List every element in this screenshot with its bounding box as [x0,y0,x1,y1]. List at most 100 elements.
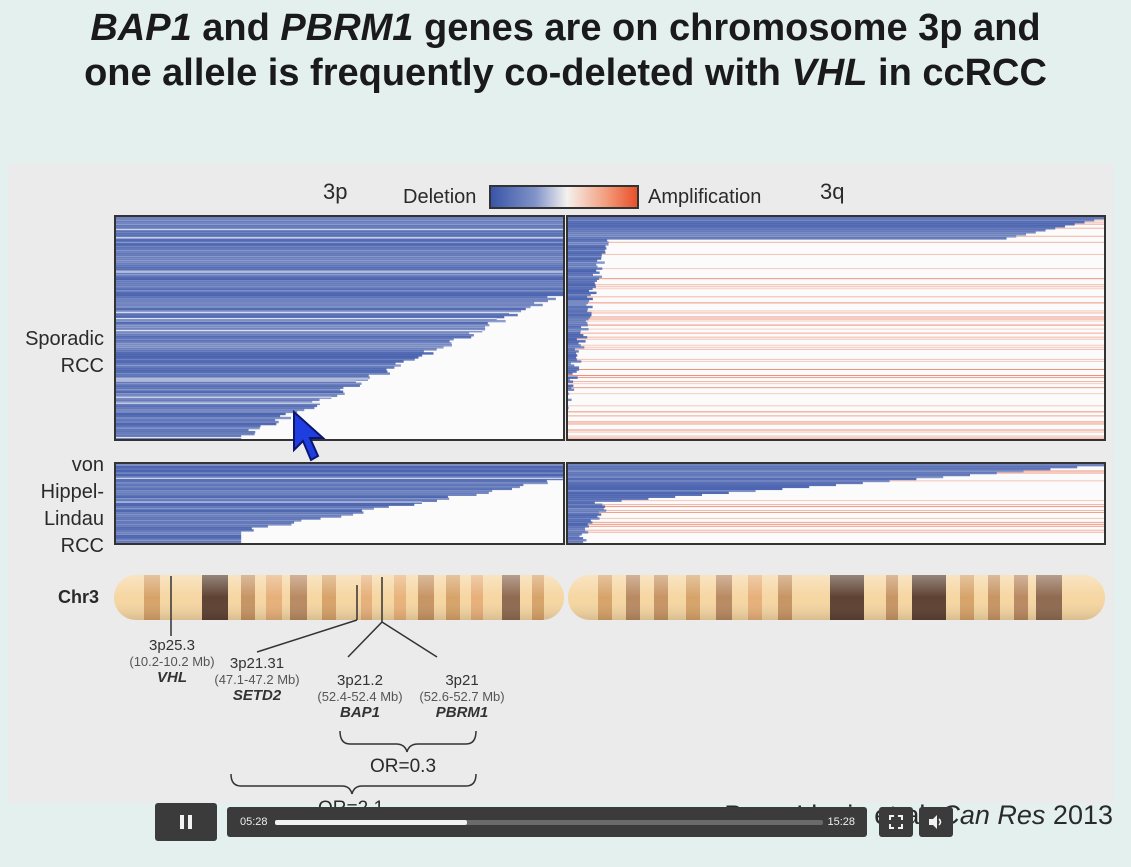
heatmap-cell [116,348,437,351]
heatmap-cell [568,423,1104,425]
gene-band: 3p21 [445,672,479,689]
heatmap-cell [568,223,1075,226]
gene-band: 3p25.3 [149,637,195,654]
heatmap-cell [568,251,606,254]
heatmap-cell [116,265,563,268]
heatmap-cell [116,303,543,307]
progress-track[interactable] [275,820,823,825]
heatmap-cell [116,525,268,528]
heatmap-cell [590,316,1104,318]
heatmap-cell [599,517,1104,519]
heatmap-cell [116,497,450,500]
heatmap-cell [568,243,609,246]
heatmap-cell [116,279,563,282]
heatmap-cell [116,499,437,502]
heatmap-cell [568,229,1046,232]
heatmap-cell [568,475,944,479]
heatmap-cell [116,521,295,524]
heatmap-cell [605,506,1104,508]
heatmap-cell [568,388,575,391]
heatmap-cell [568,315,591,319]
heatmap-cell [568,257,602,260]
heatmap-cell [568,247,607,250]
title-text: one allele is frequently co-deleted with [84,52,792,94]
heatmap-cell [889,480,1104,482]
heatmap-cell [116,412,286,416]
heatmap-cell [568,313,592,317]
heatmap-cell [568,398,572,402]
heatmap-cell [568,360,582,363]
video-player-controls: 05:28 15:28 [155,803,953,841]
heatmap-cell [116,243,563,246]
play-pause-button[interactable] [155,803,217,841]
heatmap-cell [116,402,320,404]
heatmap-cell [116,325,485,329]
heatmap-cell [568,299,590,303]
heatmap-cell [116,380,356,383]
heatmap-cell [568,233,1027,236]
volume-button[interactable] [919,807,953,837]
row-label-line: Hippel- [40,481,104,503]
heatmap-cell [116,231,563,234]
heatmap-cell [568,415,1104,417]
heatmap-cell [116,483,524,487]
heatmap-cell [116,487,512,491]
heatmap-cell [116,340,450,343]
heatmap-cell [116,311,509,313]
heatmap-cell [1074,223,1104,225]
heatmap-cell [116,305,531,309]
heatmap-cell [116,464,563,467]
heatmap-cell [116,229,563,232]
heatmap-cell [116,366,395,369]
heatmap-cell [116,328,486,331]
heatmap-cell [568,241,609,244]
heatmap-cell [116,323,490,327]
seek-bar[interactable]: 05:28 15:28 [227,807,867,837]
title-gene-bap1: BAP1 [90,7,192,49]
heatmap-cell [116,386,344,389]
gene-name: VHL [157,669,187,686]
heatmap-cell [568,295,588,299]
heatmap-cell [116,416,292,420]
heatmap-cell [116,481,548,485]
heatmap-cell [577,377,1104,379]
heatmap-cell [568,527,585,530]
heatmap-cell [116,491,489,495]
heatmap-cell [576,358,1104,360]
heatmap-cell [568,525,589,528]
heatmap-cell [568,499,622,502]
gene-band: 3p21.2 [337,672,383,689]
row-label-line: von [71,454,104,476]
heatmap-cell [587,523,1104,525]
heatmap-cell [116,428,249,432]
gene-band: 3p21.31 [229,655,285,672]
heatmap-cell [568,405,1104,407]
heatmap-cell [568,303,587,307]
heatmap-cell [116,519,302,522]
heatmap-cell [580,344,1104,346]
heatmap-cell [116,380,356,382]
heatmap-cell [116,396,332,398]
heatmap-cell [587,336,1104,338]
heatmap-cell [568,539,587,542]
heatmap-cell [116,241,563,244]
heatmap-cell [116,261,563,264]
heatmap-cell [116,358,415,361]
heatmap-cell [116,404,318,408]
heatmap-vhl-3q-svg [568,464,1104,543]
heatmap-cell [568,235,1017,238]
heatmap-cell [568,273,593,276]
heatmap-cell [116,392,345,395]
heatmap-cell [116,501,422,503]
title-text: in ccRCC [867,52,1047,94]
row-label-line: RCC [60,355,104,377]
fullscreen-button[interactable] [879,807,913,837]
heatmap-cell [116,289,563,293]
heatmap-cell [116,217,563,220]
heatmap-cell [116,535,242,538]
heatmap-cell [592,521,1104,523]
heatmap-cell [568,511,599,514]
heatmap-cell [568,471,997,475]
heatmap-cell [116,507,374,510]
heatmap-cell [116,515,342,518]
